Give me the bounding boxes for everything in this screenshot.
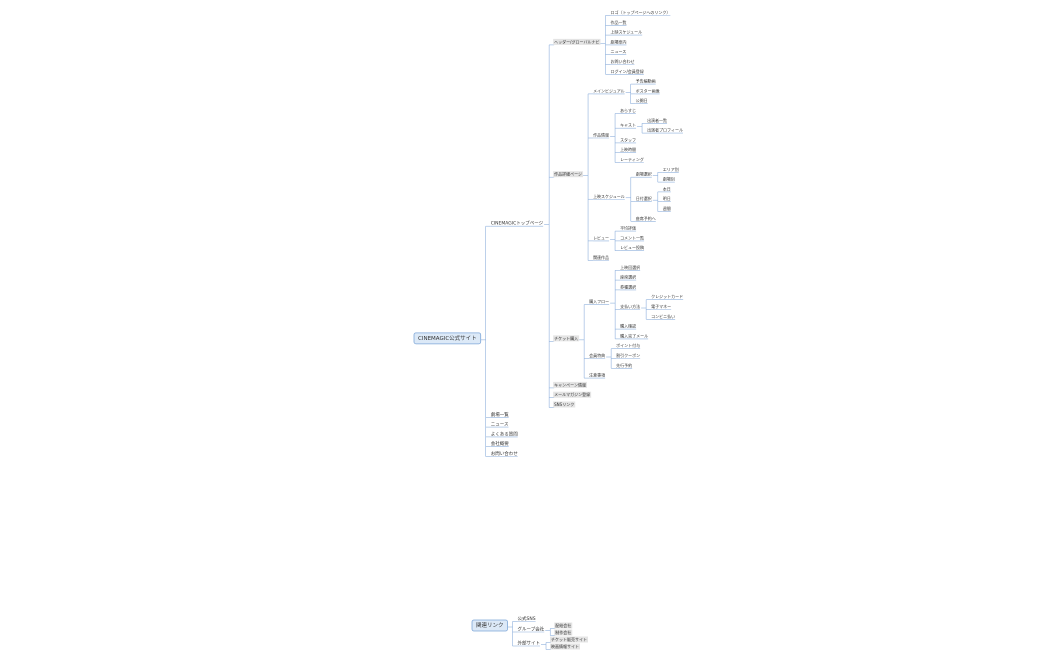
topic: 注意事項 [589, 372, 605, 378]
topic: 購入完了メール [620, 332, 648, 338]
topic: 本日 [663, 185, 671, 191]
topic: メインビジュアル [593, 87, 625, 93]
topic: スタッフ [620, 136, 636, 142]
topic: 割引クーポン [616, 352, 640, 358]
topic: 劇場一覧 [491, 411, 509, 418]
topic: 公式SNS [518, 615, 536, 622]
topic: 購入確認 [620, 323, 636, 329]
topic-highlight [553, 38, 601, 45]
topic: 先行予約 [616, 362, 632, 368]
topic: 作品情報 [593, 132, 609, 138]
topic: 公開日 [636, 97, 648, 103]
topic: お問い合わせ [491, 450, 518, 457]
topic-highlight [553, 381, 587, 388]
topic-highlight [554, 622, 573, 629]
topic: 座席予約へ [636, 215, 656, 221]
topic: 上映スケジュール [610, 29, 642, 35]
topic: 配給会社 [555, 622, 571, 628]
topic: 座席選択 [620, 274, 636, 280]
topic: 電子マネー [651, 303, 671, 309]
topic: ロゴ（トップページへのリンク） [610, 9, 670, 15]
topic: 購入フロー [589, 298, 609, 304]
topic: ヘッダー/グローバルナビ [554, 38, 599, 44]
topic: ポスター画像 [636, 87, 660, 93]
root-box [471, 619, 508, 632]
topic-highlight [550, 643, 581, 650]
topic: SNSリンク [554, 401, 574, 407]
topic: 映画情報サイト [551, 643, 579, 649]
topic-highlight [553, 171, 584, 178]
root-box [413, 332, 482, 345]
topic: お問い合わせ [610, 58, 634, 64]
topic: ニュース [610, 49, 626, 54]
topic: 日付選択 [636, 195, 652, 201]
topic-highlight [553, 391, 592, 398]
topic-highlight [553, 335, 580, 342]
topic: 制作会社 [555, 629, 571, 635]
topic: 支払い方法 [620, 303, 640, 309]
topic: キャスト [620, 123, 636, 128]
topic: エリア別 [663, 166, 679, 172]
topic: 劇場案内 [610, 38, 626, 44]
root-topic: CINEMAGIC公式サイト [418, 334, 477, 342]
topic: コンビニ払い [651, 313, 675, 319]
topic: 上映回選択 [620, 264, 640, 270]
topic: メールマガジン登録 [554, 391, 590, 397]
topic: 上映スケジュール [593, 193, 625, 199]
topic: 作品一覧 [610, 19, 626, 25]
topic: レビュー投稿 [620, 244, 644, 250]
topic: 会員特典 [589, 352, 605, 358]
topic: ログイン/会員登録 [610, 68, 643, 74]
topic: レビュー [593, 234, 609, 240]
topic: 明日 [663, 196, 671, 201]
topic: CINEMAGICトップページ [491, 221, 544, 227]
topic: チケット販売サイト [551, 636, 587, 642]
topic: ポイント付与 [616, 342, 640, 348]
topic: 上映時間 [620, 146, 636, 152]
topic: コメント一覧 [620, 234, 644, 240]
topic-highlight [550, 636, 589, 643]
topic: 出演者プロフィール [647, 127, 683, 133]
topic: 作品詳細ページ [554, 171, 582, 177]
topic: 関連作品 [593, 254, 609, 260]
topic: キャンペーン情報 [554, 381, 586, 387]
topic: チケット購入 [554, 335, 578, 341]
topic: よくある質問 [491, 430, 518, 437]
topic: あらすじ [620, 108, 636, 113]
topic: 週間 [663, 205, 671, 211]
topic: 券種選択 [620, 283, 636, 289]
topic: 予告編動画 [636, 78, 656, 84]
topic: 外部サイト [518, 640, 541, 647]
root-topic: 関連リンク [476, 621, 504, 629]
topic: 平均評価 [620, 225, 636, 231]
topic: クレジットカード [651, 293, 683, 299]
topic: ニュース [491, 422, 509, 428]
topic: 劇場別 [663, 176, 675, 182]
topic: レーティング [620, 156, 644, 162]
topic: 劇場選択 [636, 171, 652, 177]
topic-highlight [554, 629, 573, 636]
topic: 会社概要 [491, 440, 509, 447]
topic: グループ会社 [518, 626, 545, 633]
topic-highlight [553, 401, 576, 408]
topic: 出演者一覧 [647, 117, 667, 123]
